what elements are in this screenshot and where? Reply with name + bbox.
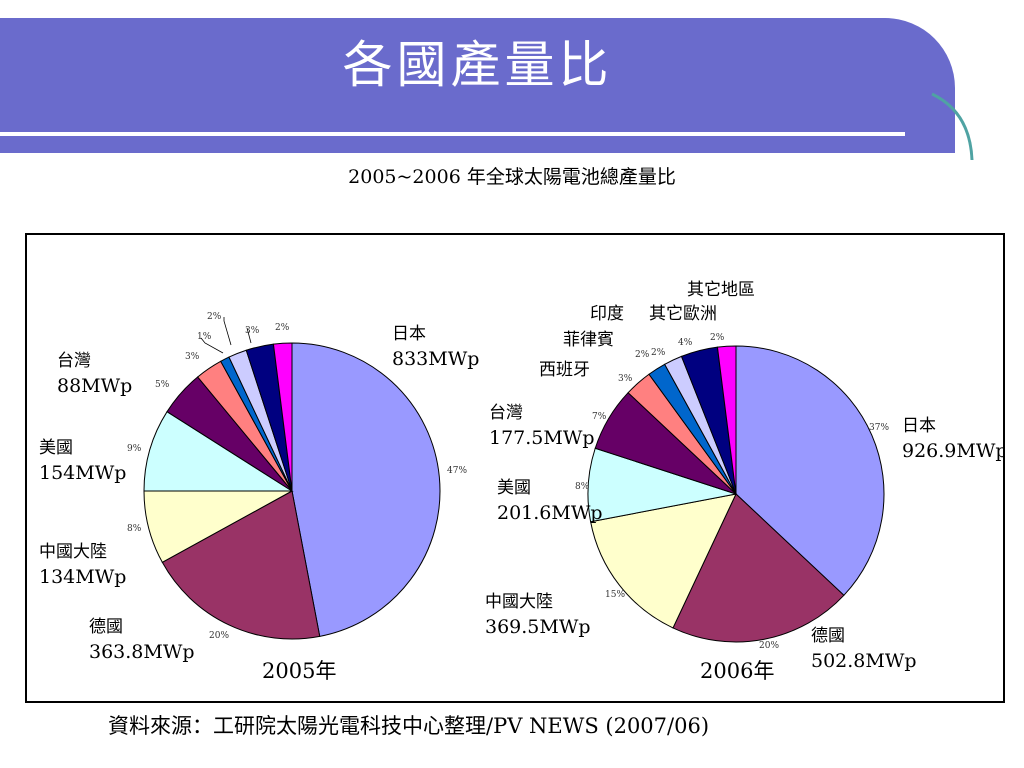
pct-label-0-5: 3% <box>185 352 200 362</box>
country-label-0-1: 德國 <box>89 617 123 637</box>
pie-slice-1-1 <box>672 493 845 643</box>
pct-label-0-1: 20% <box>209 631 229 641</box>
pct-label-1-1: 20% <box>759 641 779 651</box>
pie-slice-0-3 <box>143 411 294 492</box>
pie-slice-0-0 <box>291 342 441 637</box>
country-label-1-0: 日本 <box>902 416 936 436</box>
country-label-1-4: 台灣 <box>489 403 523 423</box>
pct-label-1-2: 15% <box>605 590 625 600</box>
mw-label-1-4: 177.5MWp <box>489 427 595 449</box>
mw-label-0-2: 134MWp <box>39 566 126 588</box>
pct-label-0-9: 2% <box>275 323 290 333</box>
pct-label-0-2: 8% <box>127 524 142 534</box>
mw-label-1-0: 926.9MWp <box>902 440 1003 462</box>
mw-label-0-4: 88MWp <box>57 375 132 397</box>
country-label-1-9: 其它地區 <box>687 280 755 300</box>
country-label-1-8: 其它歐洲 <box>649 304 717 324</box>
mw-label-0-0: 833MWp <box>392 348 479 370</box>
country-label-0-3: 美國 <box>39 438 73 458</box>
country-label-1-6: 菲律賓 <box>563 330 614 350</box>
pct-label-1-6: 2% <box>635 350 650 360</box>
country-label-0-2: 中國大陸 <box>39 542 107 562</box>
source-note: 資料來源：工研院太陽光電科技中心整理/PV NEWS (2007/06) <box>108 714 710 738</box>
mw-label-1-2: 369.5MWp <box>485 616 591 638</box>
country-label-1-3: 美國 <box>497 478 531 498</box>
pie-slice-0-1 <box>161 490 321 640</box>
country-label-0-0: 日本 <box>392 324 426 344</box>
leader-line-0 <box>223 317 232 346</box>
leader-line-1 <box>200 337 224 354</box>
pie-slice-1-9 <box>716 345 737 495</box>
mw-label-1-1: 502.8MWp <box>811 650 917 672</box>
country-label-1-5: 西班牙 <box>539 360 590 380</box>
pct-label-1-7: 2% <box>651 348 666 358</box>
pct-label-1-5: 3% <box>618 374 633 384</box>
pct-label-1-4: 7% <box>592 412 607 422</box>
chart-subtitle: 2005~2006 年全球太陽電池總產量比 <box>348 166 676 188</box>
pct-label-0-6: 1% <box>197 332 212 342</box>
pct-label-0-4: 5% <box>155 380 170 390</box>
country-label-0-4: 台灣 <box>57 351 91 371</box>
chart-frame: 47% 日本 833MWp 20% 德國 363.8MWp 8% 中國大陸 134MWp 9% 美國… <box>25 233 1008 703</box>
leader-line-2 <box>246 327 252 344</box>
pct-label-1-3: 8% <box>575 482 590 492</box>
pct-label-1-8: 4% <box>678 338 693 348</box>
pct-label-0-7: 2% <box>207 312 222 322</box>
year-label-0: 2005年 <box>262 659 336 683</box>
slide-title: 各國產量比 <box>342 36 613 94</box>
decorative-arc <box>931 92 974 161</box>
country-label-1-2: 中國大陸 <box>485 592 553 612</box>
pie-slice-1-2 <box>590 493 737 629</box>
banner-divider <box>0 132 905 136</box>
mw-label-1-3: 201.6MWp <box>497 502 603 524</box>
mw-label-0-3: 154MWp <box>39 462 126 484</box>
country-label-1-1: 德國 <box>811 626 845 646</box>
pct-label-0-3: 9% <box>127 444 142 454</box>
country-label-1-7: 印度 <box>590 304 624 324</box>
pie-charts: 47% 日本 833MWp 20% 德國 363.8MWp 8% 中國大陸 134MWp 9% 美國… <box>39 280 1008 683</box>
pct-label-0-8: 3% <box>245 326 260 336</box>
pie-slice-0-9 <box>272 342 293 492</box>
mw-label-0-1: 363.8MWp <box>89 641 195 663</box>
pie-slice-1-0 <box>735 345 885 597</box>
pct-label-1-0: 37% <box>869 423 889 433</box>
pct-label-0-0: 47% <box>447 466 467 476</box>
year-label-1: 2006年 <box>700 659 774 683</box>
title-banner <box>0 18 955 153</box>
pct-label-1-9: 2% <box>710 333 725 343</box>
